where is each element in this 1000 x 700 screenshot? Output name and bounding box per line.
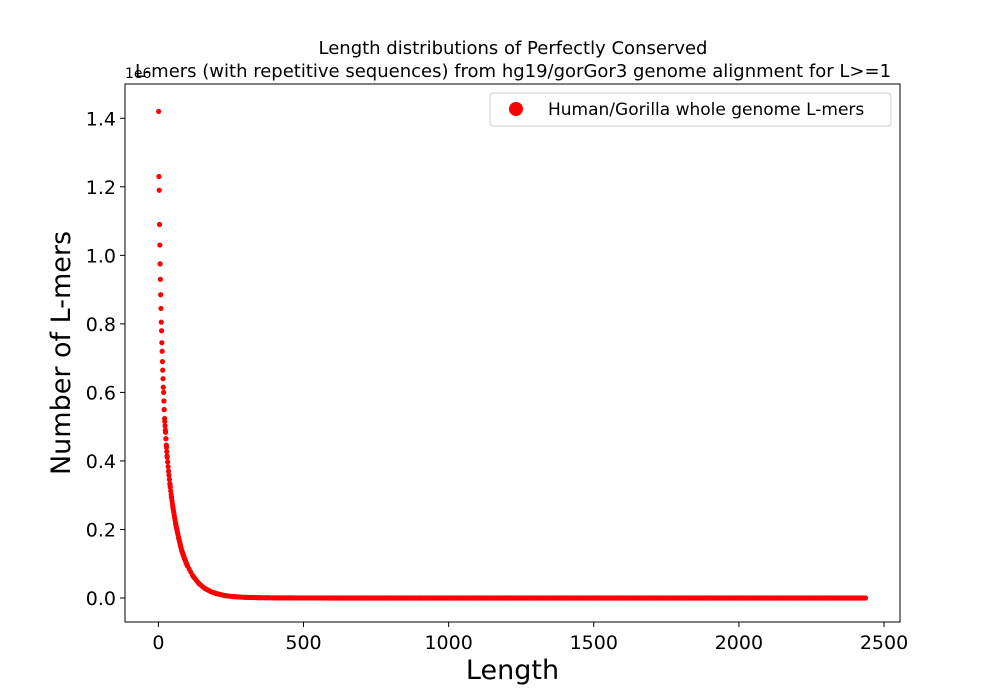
data-point	[184, 562, 190, 569]
y-tick-label: 1.4	[86, 108, 116, 130]
data-point	[157, 276, 164, 282]
data-point	[160, 367, 166, 373]
y-tick-label: 1.2	[86, 177, 116, 199]
legend-marker	[509, 102, 523, 116]
data-point	[156, 108, 162, 115]
legend-label: Human/Gorilla whole genome L-mers	[548, 100, 864, 120]
data-point	[159, 340, 165, 346]
x-axis-ticks: 0 500 1000 1500 2000 2500	[152, 622, 908, 654]
data-point	[164, 454, 170, 460]
chart-title-line-2: L-mers (with repetitive sequences) from …	[135, 61, 891, 82]
y-tick-label: 0.8	[86, 314, 116, 336]
x-tick-label: 1000	[424, 632, 472, 654]
data-point	[161, 398, 167, 404]
data-point	[159, 348, 165, 354]
data-point	[163, 436, 169, 442]
legend-box	[489, 92, 892, 127]
data-point	[162, 415, 168, 422]
data-point	[164, 448, 170, 455]
data-point	[156, 221, 163, 228]
y-axis-label: Number of L-mers	[46, 231, 77, 475]
data-point	[156, 173, 162, 180]
data-point	[158, 319, 164, 325]
data-point	[166, 472, 172, 478]
y-tick-label: 0.4	[86, 451, 116, 473]
legend: Human/Gorilla whole genome L-mers	[489, 92, 892, 127]
y-tick-label: 0.0	[86, 588, 116, 610]
data-points	[156, 108, 869, 601]
data-point	[161, 389, 167, 396]
x-tick-label: 500	[285, 632, 321, 654]
x-tick-label: 2000	[715, 632, 763, 654]
data-point	[161, 406, 167, 413]
y-tick-label: 0.2	[86, 519, 116, 541]
data-point	[167, 480, 173, 487]
data-point	[160, 384, 166, 390]
data-point	[162, 429, 169, 435]
data-point	[165, 463, 171, 470]
data-point	[160, 376, 166, 382]
x-tick-label: 2500	[860, 632, 908, 654]
y-axis-ticks: 0.0 0.2 0.4 0.6 0.8 1.0 1.2 1.4	[86, 108, 125, 610]
data-point	[158, 305, 164, 312]
data-point	[162, 423, 168, 429]
data-point	[165, 468, 172, 474]
data-point	[156, 187, 162, 193]
y-axis-offset-label: 1e6	[125, 66, 152, 82]
x-tick-label: 1500	[570, 632, 618, 654]
data-point	[157, 242, 163, 248]
chart-title-line-1: Length distributions of Perfectly Conser…	[319, 38, 708, 59]
data-point	[165, 459, 171, 465]
data-point	[157, 261, 163, 267]
y-tick-label: 0.6	[86, 382, 116, 404]
data-point	[163, 442, 169, 448]
data-point	[862, 595, 868, 601]
x-axis-label: Length	[466, 655, 559, 686]
plot-area-frame	[124, 83, 901, 623]
x-tick-label: 0	[152, 632, 164, 654]
data-point	[159, 358, 166, 365]
y-tick-label: 1.0	[86, 245, 116, 267]
data-point	[158, 292, 164, 298]
data-point	[166, 476, 173, 483]
data-point	[158, 328, 165, 334]
